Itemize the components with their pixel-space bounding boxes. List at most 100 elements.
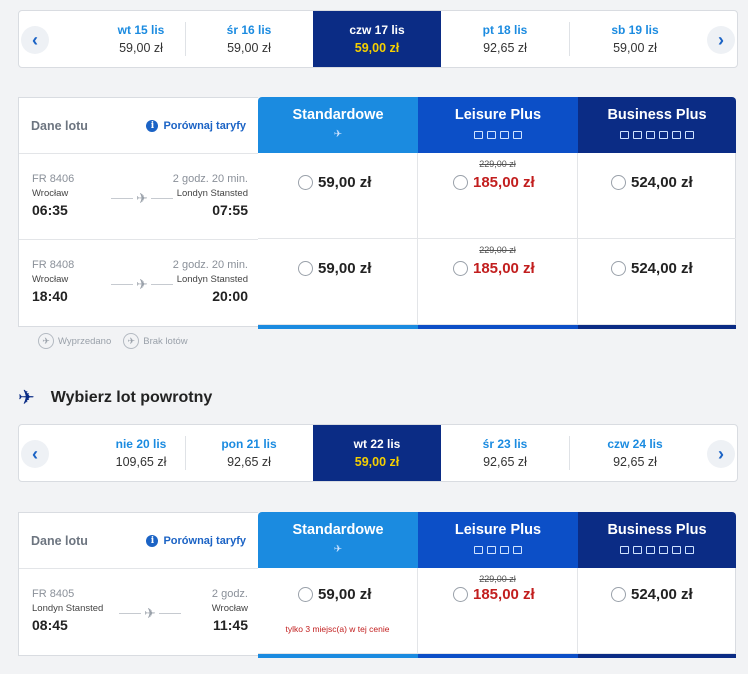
recline-seat-icon (513, 546, 522, 554)
fare-standard-option[interactable]: 59,00 zł (258, 239, 418, 324)
radio-button[interactable] (611, 261, 626, 276)
date-option[interactable]: czw 24 lis 92,65 zł (571, 425, 699, 481)
radio-button[interactable] (298, 175, 313, 190)
fare-price: 185,00 zł (473, 260, 535, 277)
date-label: śr 16 lis (226, 23, 272, 37)
next-dates-button[interactable]: › (705, 435, 737, 473)
radio-button[interactable] (453, 261, 468, 276)
next-dates-button[interactable]: › (705, 21, 737, 59)
fare-business-option[interactable]: 524,00 zł (578, 239, 736, 324)
fare-row: 59,00 zł tylko 3 miejsc(a) w tej cenie 2… (258, 568, 736, 654)
radio-button[interactable] (298, 261, 313, 276)
origin: Wrocław (32, 188, 69, 199)
recline-seat-icon (685, 131, 694, 139)
fare-leisure-header[interactable]: Leisure Plus (418, 512, 578, 568)
plane-icon: ✈ (333, 129, 343, 140)
fare-name: Standardowe (292, 107, 384, 123)
plane-icon: ✈ (18, 387, 35, 409)
fare-business-header[interactable]: Business Plus (578, 97, 736, 153)
fare-price: 524,00 zł (631, 586, 693, 603)
plane-icon: ✈ (141, 605, 159, 621)
fare-standard-header[interactable]: Standardowe ✈ (258, 97, 418, 153)
arrival-time: 07:55 (212, 202, 248, 218)
departure-time: 18:40 (32, 288, 68, 304)
prev-dates-button[interactable]: ‹ (19, 435, 51, 473)
radio-button[interactable] (611, 587, 626, 602)
recline-seat-icon (513, 131, 522, 139)
flight-duration: 2 godz. 20 min. (172, 259, 248, 271)
fare-footer-bar (258, 654, 736, 658)
fare-standard-header[interactable]: Standardowe ✈ (258, 512, 418, 568)
fare-business-option[interactable]: 524,00 zł (578, 568, 736, 653)
fare-name: Leisure Plus (454, 107, 542, 123)
flight-details-header: Dane lotu i Porównaj taryfy (19, 513, 258, 569)
clock-icon (659, 131, 668, 139)
plane-icon: ✈ (133, 190, 151, 206)
fare-leisure-option[interactable]: 229,00 zł 185,00 zł (418, 153, 578, 238)
fare-price: 524,00 zł (631, 260, 693, 277)
outbound-date-strip: ‹ wt 15 lis 59,00 zł śr 16 lis 59,00 zł … (18, 10, 738, 68)
departure-time: 08:45 (32, 617, 68, 633)
date-label: nie 20 lis (115, 437, 167, 451)
date-option[interactable]: śr 23 lis 92,65 zł (441, 425, 569, 481)
sold-out-icon: ✈ (38, 333, 54, 349)
date-option[interactable]: wt 15 lis 59,00 zł (77, 11, 205, 67)
date-option-selected[interactable]: czw 17 lis 59,00 zł (313, 11, 441, 67)
chevron-left-icon: ‹ (21, 26, 49, 54)
date-option[interactable]: sb 19 lis 59,00 zł (571, 11, 699, 67)
date-option[interactable]: śr 16 lis 59,00 zł (185, 11, 313, 67)
fare-standard-option[interactable]: 59,00 zł (258, 153, 418, 238)
date-label: pon 21 lis (221, 437, 277, 451)
fare-leisure-option[interactable]: 229,00 zł 185,00 zł (418, 568, 578, 653)
fare-row: 59,00 zł 229,00 zł 185,00 zł 524,00 zł (258, 153, 736, 239)
divider (569, 436, 570, 470)
route-line: ✈ (111, 276, 173, 292)
compare-fares-link[interactable]: i Porównaj taryfy (146, 534, 246, 547)
fare-footer-bar (258, 325, 736, 329)
fare-business-header[interactable]: Business Plus (578, 512, 736, 568)
fare-name: Business Plus (607, 522, 707, 538)
bag-icon (646, 131, 655, 139)
bag-icon (646, 546, 655, 554)
route-line: ✈ (111, 190, 173, 206)
legend-label: Brak lotów (143, 335, 188, 347)
fare-leisure-option[interactable]: 229,00 zł 185,00 zł (418, 239, 578, 324)
date-option-selected[interactable]: wt 22 lis 59,00 zł (313, 425, 441, 481)
radio-button[interactable] (611, 175, 626, 190)
date-option[interactable]: nie 20 lis 109,65 zł (77, 425, 205, 481)
seat-icon (474, 131, 483, 139)
legend-sold-out: ✈ Wyprzedano (38, 333, 111, 349)
prev-dates-button[interactable]: ‹ (19, 21, 51, 59)
date-option[interactable]: pon 21 lis 92,65 zł (185, 425, 313, 481)
flight-row: FR 8405 2 godz. Londyn Stansted Wrocław … (19, 569, 258, 655)
inbound-flight-details: Dane lotu i Porównaj taryfy FR 8405 2 go… (18, 512, 258, 656)
radio-button[interactable] (298, 587, 313, 602)
fare-standard-option[interactable]: 59,00 zł tylko 3 miejsc(a) w tej cenie (258, 568, 418, 653)
departure-time: 06:35 (32, 202, 68, 218)
date-price: 109,65 zł (115, 455, 167, 469)
date-label: sb 19 lis (611, 23, 659, 37)
return-section-title: ✈ Wybierz lot powrotny (18, 385, 212, 410)
compare-fares-link[interactable]: i Porównaj taryfy (146, 119, 246, 132)
chevron-right-icon: › (707, 26, 735, 54)
flight-number: FR 8405 (32, 588, 75, 600)
arrival-time: 11:45 (212, 617, 248, 633)
radio-button[interactable] (453, 587, 468, 602)
bag-icon (487, 131, 496, 139)
route-line: ✈ (119, 605, 181, 621)
fare-price: 59,00 zł (318, 586, 372, 603)
date-price: 59,00 zł (354, 455, 400, 469)
fare-header: Standardowe ✈ Leisure Plus Business Plus (258, 512, 736, 568)
fare-leisure-header[interactable]: Leisure Plus (418, 97, 578, 153)
flight-details-header: Dane lotu i Porównaj taryfy (19, 98, 258, 154)
date-price: 92,65 zł (483, 41, 527, 55)
date-label: czw 17 lis (349, 23, 405, 37)
compare-fares-label: Porównaj taryfy (163, 119, 246, 132)
fare-price: 59,00 zł (318, 174, 372, 191)
date-label: pt 18 lis (482, 23, 528, 37)
radio-button[interactable] (453, 175, 468, 190)
date-option[interactable]: pt 18 lis 92,65 zł (441, 11, 569, 67)
card-icon (620, 131, 629, 139)
destination: Londyn Stansted (176, 274, 248, 285)
fare-business-option[interactable]: 524,00 zł (578, 153, 736, 238)
